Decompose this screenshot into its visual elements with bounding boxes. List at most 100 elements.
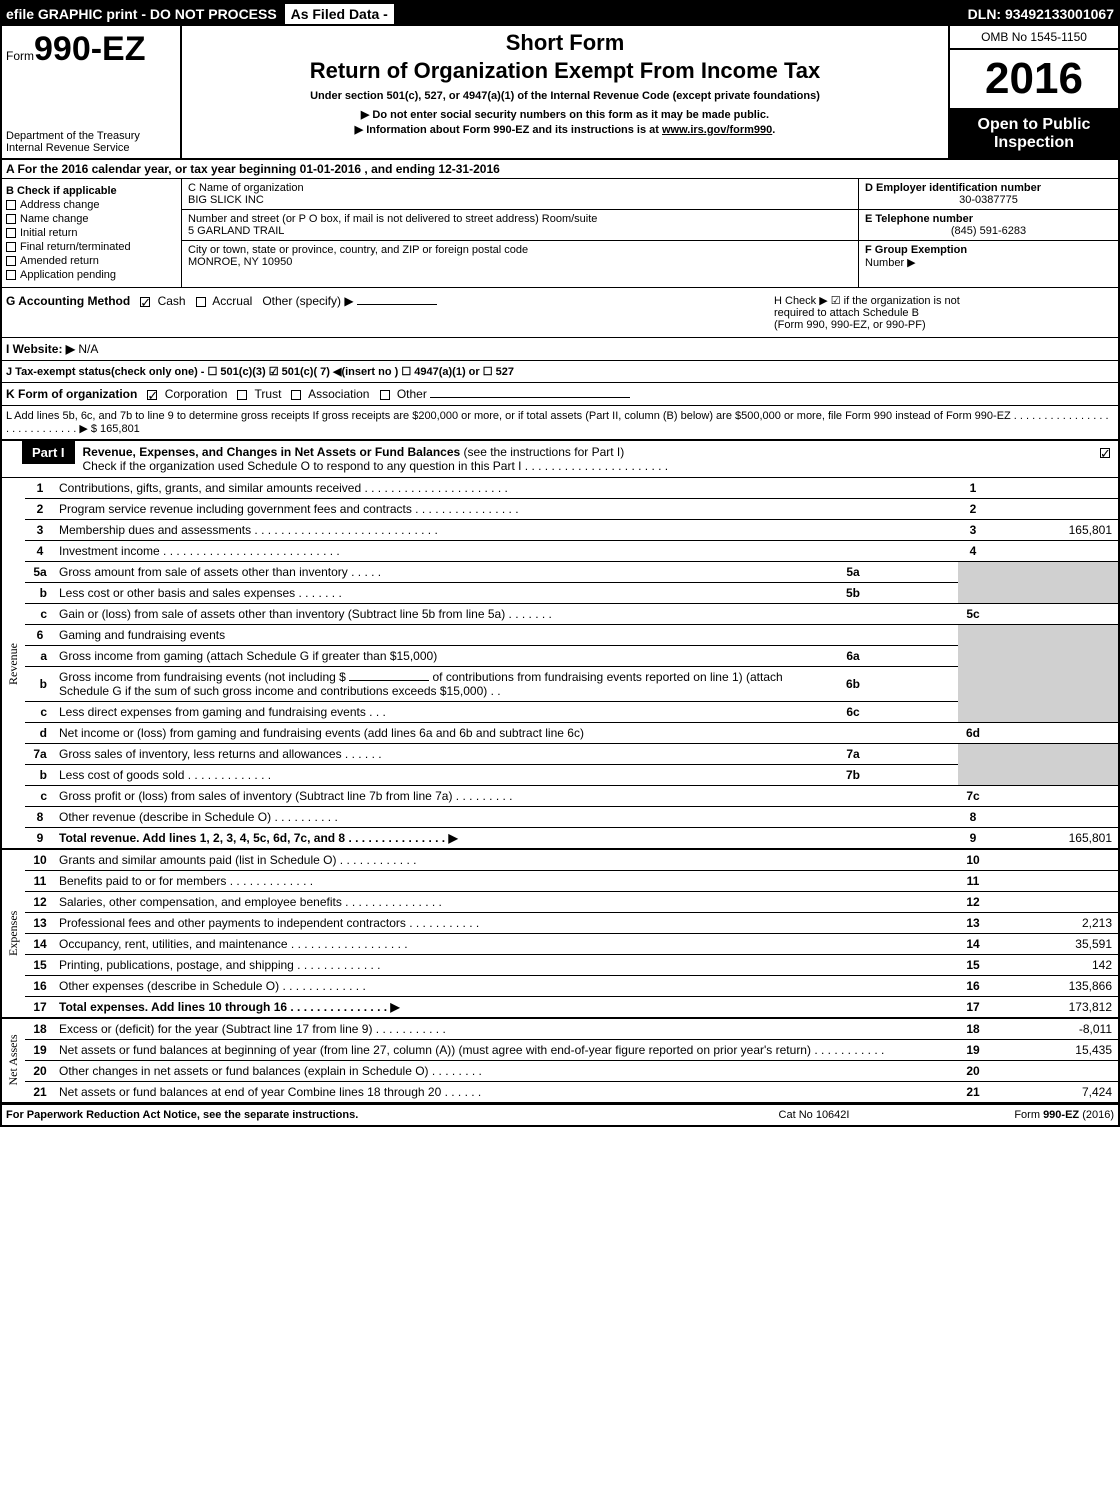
line-14-numcol: 14 — [958, 934, 988, 955]
department-block: Department of the Treasury Internal Reve… — [6, 130, 176, 154]
line-3-val: 165,801 — [988, 520, 1118, 541]
line-20: 20 Other changes in net assets or fund b… — [2, 1061, 1118, 1082]
check-initial-return[interactable]: Initial return — [6, 227, 177, 239]
line-20-numcol: 20 — [958, 1061, 988, 1082]
ein-label: D Employer identification number — [865, 182, 1112, 194]
check-name-change[interactable]: Name change — [6, 213, 177, 225]
org-city-value: MONROE, NY 10950 — [188, 256, 852, 268]
line-6b-amount[interactable] — [349, 680, 429, 681]
check-accrual[interactable] — [196, 297, 206, 307]
org-addr-label: Number and street (or P O box, if mail i… — [188, 213, 852, 225]
line-13: 13 Professional fees and other payments … — [2, 913, 1118, 934]
line-5a-boxval — [868, 562, 958, 583]
form-of-org-label: K Form of organization — [6, 387, 137, 401]
line-6b-boxval — [868, 667, 958, 702]
netassets-vertical-label: Net Assets — [2, 1018, 25, 1103]
tax-exempt-status: J Tax-exempt status(check only one) - ☐ … — [6, 366, 514, 378]
dept-line1: Department of the Treasury — [6, 130, 176, 142]
line-5c: c Gain or (loss) from sale of assets oth… — [2, 604, 1118, 625]
line-1-numcol: 1 — [958, 478, 988, 499]
assoc-label: Association — [308, 387, 369, 401]
check-trust[interactable] — [237, 390, 247, 400]
check-application-pending[interactable]: Application pending — [6, 269, 177, 281]
line-2-desc: Program service revenue including govern… — [55, 499, 958, 520]
line-6b-box: 6b — [838, 667, 868, 702]
line-7b-no: b — [25, 765, 55, 786]
ein-value: 30-0387775 — [865, 194, 1112, 206]
part-i-schedule-o-check[interactable] — [1096, 441, 1118, 463]
check-other-org[interactable] — [380, 390, 390, 400]
line-15: 15 Printing, publications, postage, and … — [2, 955, 1118, 976]
line-8-no: 8 — [25, 807, 55, 828]
line-10-numcol: 10 — [958, 849, 988, 871]
line-5a: 5a Gross amount from sale of assets othe… — [2, 562, 1118, 583]
line-18-numcol: 18 — [958, 1018, 988, 1040]
check-association[interactable] — [291, 390, 301, 400]
line-4-numcol: 4 — [958, 541, 988, 562]
header-right: OMB No 1545-1150 2016 Open to Public Ins… — [948, 26, 1118, 158]
line-4-val — [988, 541, 1118, 562]
check-cash[interactable] — [140, 297, 150, 307]
org-name-block: C Name of organization BIG SLICK INC — [182, 179, 858, 210]
irs-link[interactable]: www.irs.gov/form990 — [662, 124, 772, 136]
line-7c-no: c — [25, 786, 55, 807]
line-16-desc: Other expenses (describe in Schedule O) … — [55, 976, 958, 997]
line-2: 2 Program service revenue including gove… — [2, 499, 1118, 520]
line-7a-boxval — [868, 744, 958, 765]
other-org-input[interactable] — [430, 397, 630, 398]
line-18-val: -8,011 — [988, 1018, 1118, 1040]
line-5c-numcol: 5c — [958, 604, 988, 625]
short-form-title: Short Form — [190, 30, 940, 56]
line-17-val: 173,812 — [988, 997, 1118, 1019]
other-org-label: Other — [397, 387, 427, 401]
line-6c-box: 6c — [838, 702, 868, 723]
line-2-no: 2 — [25, 499, 55, 520]
line-20-no: 20 — [25, 1061, 55, 1082]
line-20-desc: Other changes in net assets or fund bala… — [55, 1061, 958, 1082]
website-label: I Website: ▶ — [6, 342, 75, 356]
form-prefix: Form — [6, 49, 34, 63]
line-5b-desc: Less cost or other basis and sales expen… — [55, 583, 838, 604]
line-6c-desc: Less direct expenses from gaming and fun… — [55, 702, 838, 723]
line-12: 12 Salaries, other compensation, and emp… — [2, 892, 1118, 913]
line-3-numcol: 3 — [958, 520, 988, 541]
section-a: A For the 2016 calendar year, or tax yea… — [2, 160, 1118, 179]
line-1: Revenue 1 Contributions, gifts, grants, … — [2, 478, 1118, 499]
section-a-pre: A For the 2016 calendar year, or tax yea… — [6, 162, 300, 176]
line-6-no: 6 — [25, 625, 55, 646]
line-7a-no: 7a — [25, 744, 55, 765]
check-address-change[interactable]: Address change — [6, 199, 177, 211]
org-city-label: City or town, state or province, country… — [188, 244, 852, 256]
line-13-desc: Professional fees and other payments to … — [55, 913, 958, 934]
form-version: Form 990-EZ (2016) — [914, 1109, 1114, 1121]
line-8-desc: Other revenue (describe in Schedule O) .… — [55, 807, 958, 828]
h-line1: H Check ▶ ☑ if the organization is not — [774, 294, 1114, 307]
line-3-no: 3 — [25, 520, 55, 541]
check-corporation[interactable] — [147, 390, 157, 400]
other-method-input[interactable] — [357, 304, 437, 305]
section-bcd: B Check if applicable Address change Nam… — [2, 179, 1118, 288]
line-7c: c Gross profit or (loss) from sales of i… — [2, 786, 1118, 807]
line-7c-desc: Gross profit or (loss) from sales of inv… — [55, 786, 958, 807]
line-6d-val — [988, 723, 1118, 744]
line-6d-no: d — [25, 723, 55, 744]
line-7a-box: 7a — [838, 744, 868, 765]
check-final-return[interactable]: Final return/terminated — [6, 241, 177, 253]
line-1-no: 1 — [25, 478, 55, 499]
line-7c-val — [988, 786, 1118, 807]
line-7a-desc: Gross sales of inventory, less returns a… — [55, 744, 838, 765]
part-i-header: Part I Revenue, Expenses, and Changes in… — [2, 441, 1118, 478]
header-center: Short Form Return of Organization Exempt… — [182, 26, 948, 158]
section-j: J Tax-exempt status(check only one) - ☐ … — [2, 361, 1118, 383]
line-5a-no: 5a — [25, 562, 55, 583]
line-7b-boxval — [868, 765, 958, 786]
line-21-no: 21 — [25, 1082, 55, 1103]
line-16-numcol: 16 — [958, 976, 988, 997]
line-5c-no: c — [25, 604, 55, 625]
line-5b-box: 5b — [838, 583, 868, 604]
group-number: Number ▶ — [865, 257, 916, 269]
check-amended-return[interactable]: Amended return — [6, 255, 177, 267]
line-16-no: 16 — [25, 976, 55, 997]
line-9-numcol: 9 — [958, 828, 988, 850]
line-7b-desc: Less cost of goods sold . . . . . . . . … — [55, 765, 838, 786]
